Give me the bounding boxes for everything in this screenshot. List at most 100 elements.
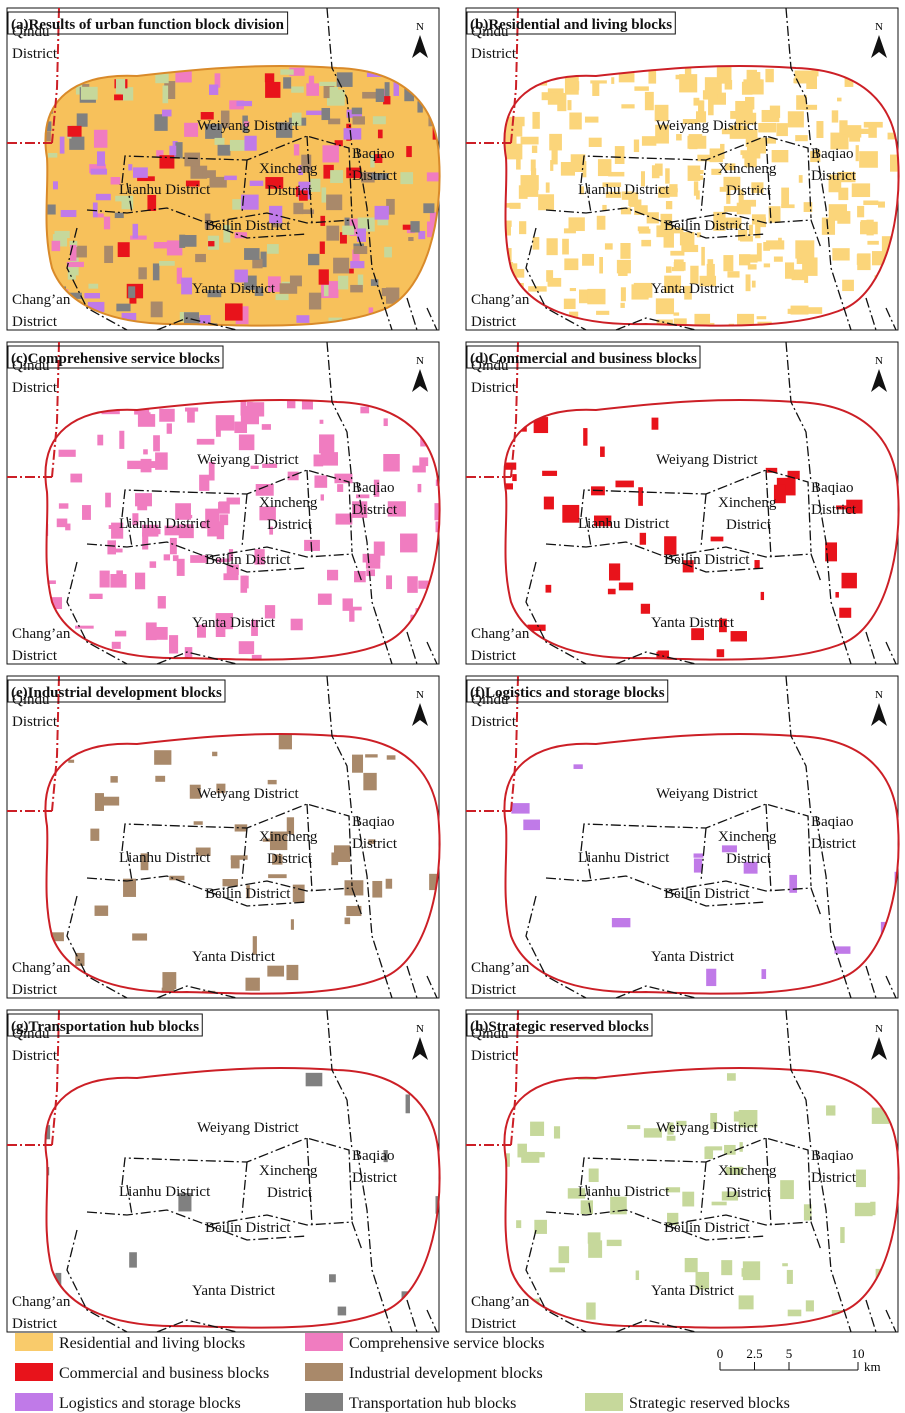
legend-swatch xyxy=(15,1333,53,1351)
block xyxy=(322,145,338,162)
block xyxy=(652,418,659,430)
panel-title: (e)Industrial development blocks xyxy=(11,685,222,701)
block xyxy=(234,422,247,433)
block xyxy=(519,221,526,234)
block xyxy=(645,92,654,110)
block xyxy=(562,239,569,255)
district-label: District xyxy=(267,183,313,199)
district-label: District xyxy=(471,982,517,998)
block xyxy=(641,240,651,246)
block xyxy=(314,454,324,466)
block xyxy=(82,505,91,520)
block xyxy=(338,1307,347,1316)
block xyxy=(609,563,620,580)
district-label: Baqiao xyxy=(811,146,854,162)
block xyxy=(582,254,594,266)
block xyxy=(115,631,126,637)
block xyxy=(375,206,389,220)
district-label: District xyxy=(12,648,58,664)
block xyxy=(232,199,241,210)
district-label: Baqiao xyxy=(811,480,854,496)
block xyxy=(112,642,121,649)
block xyxy=(557,93,566,111)
block xyxy=(244,248,260,260)
block xyxy=(181,278,192,295)
block xyxy=(839,608,851,618)
block xyxy=(384,418,388,426)
block xyxy=(239,434,254,450)
block xyxy=(175,142,182,158)
district-label: Chang’an xyxy=(12,626,71,642)
block xyxy=(114,94,123,100)
block xyxy=(116,304,130,312)
block xyxy=(842,573,857,589)
legend-swatch xyxy=(305,1393,343,1411)
legend-label: Commercial and business blocks xyxy=(59,1365,269,1382)
block xyxy=(589,138,602,147)
district-label: Chang’an xyxy=(471,1294,530,1310)
block xyxy=(153,435,160,451)
block xyxy=(350,261,364,268)
block xyxy=(618,266,627,275)
block xyxy=(53,181,58,189)
district-label: Xincheng xyxy=(259,829,318,845)
block xyxy=(655,164,663,176)
map-panel: QinduDistrictWeiyang DistrictBaqiaoDistr… xyxy=(7,676,440,1010)
block xyxy=(133,224,139,239)
block xyxy=(345,918,351,925)
district-label: District xyxy=(12,982,58,998)
block xyxy=(225,303,243,320)
block xyxy=(162,110,171,117)
block xyxy=(349,269,354,274)
block xyxy=(639,229,651,234)
block xyxy=(77,113,88,126)
district-label: Chang’an xyxy=(12,292,71,308)
block xyxy=(583,428,587,446)
block xyxy=(330,87,339,100)
block xyxy=(667,1136,676,1141)
block xyxy=(236,101,252,106)
block xyxy=(181,235,197,247)
block xyxy=(615,146,625,164)
district-label: District xyxy=(267,1185,313,1201)
block xyxy=(177,559,185,576)
block xyxy=(387,755,396,759)
block xyxy=(748,264,757,269)
block xyxy=(373,116,386,124)
block xyxy=(436,521,448,532)
block xyxy=(746,274,751,291)
block xyxy=(69,137,84,150)
block xyxy=(837,98,841,102)
block xyxy=(76,246,87,258)
block xyxy=(589,1169,599,1182)
block xyxy=(758,123,776,132)
block xyxy=(799,175,803,183)
block xyxy=(612,918,631,927)
district-label: Lianhu District xyxy=(578,850,670,866)
block xyxy=(564,258,578,270)
district-label: District xyxy=(726,1185,772,1201)
map-panel: QinduDistrictWeiyang DistrictBaqiaoDistr… xyxy=(466,676,905,998)
block xyxy=(88,284,98,289)
block xyxy=(711,537,724,542)
block xyxy=(781,204,794,208)
district-label: Lianhu District xyxy=(119,516,211,532)
block xyxy=(143,412,150,417)
block xyxy=(187,410,195,423)
block xyxy=(386,879,392,889)
block xyxy=(590,80,607,83)
block xyxy=(314,475,327,487)
block xyxy=(532,112,539,129)
block xyxy=(309,293,321,310)
district-label: Xincheng xyxy=(718,829,777,845)
block xyxy=(306,1073,323,1086)
panel-title: (d)Commercial and business blocks xyxy=(470,351,697,367)
block xyxy=(795,135,808,141)
block xyxy=(326,195,342,211)
scale-label: 10 xyxy=(852,1346,865,1361)
block xyxy=(621,104,634,108)
block xyxy=(521,137,539,145)
block xyxy=(727,271,739,277)
block xyxy=(350,607,362,611)
block xyxy=(673,312,679,315)
